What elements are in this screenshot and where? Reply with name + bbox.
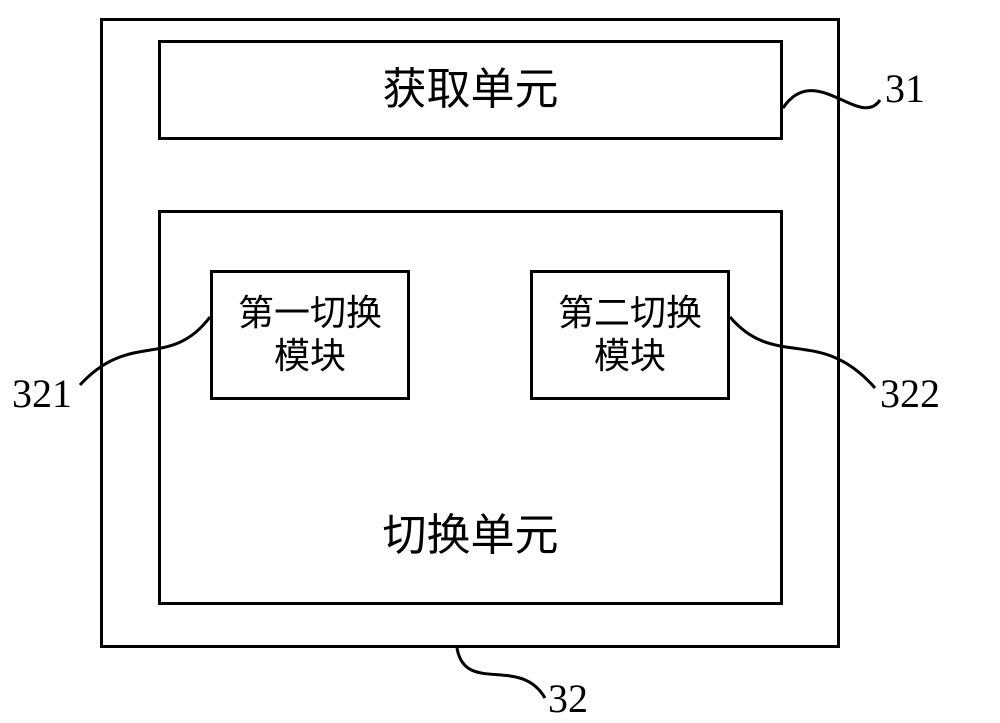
first-switch-module-label-line1: 第一切换 xyxy=(238,292,382,335)
ref-322: 322 xyxy=(880,370,940,418)
first-switch-module-label-line2: 模块 xyxy=(274,335,346,378)
ref-32: 32 xyxy=(548,675,588,723)
second-switch-module-label-line2: 模块 xyxy=(594,335,666,378)
diagram-canvas: 获取单元 切换单元 第一切换 模块 第二切换 模块 31 32 321 322 xyxy=(0,0,1000,719)
ref-31: 31 xyxy=(885,65,925,113)
first-switch-module-box: 第一切换 模块 xyxy=(210,270,410,400)
switch-unit-label: 切换单元 xyxy=(158,510,783,563)
ref-321: 321 xyxy=(12,370,72,418)
acquire-unit-box: 获取单元 xyxy=(158,40,783,140)
acquire-unit-label: 获取单元 xyxy=(383,64,559,117)
second-switch-module-label-line1: 第二切换 xyxy=(558,292,702,335)
second-switch-module-box: 第二切换 模块 xyxy=(530,270,730,400)
